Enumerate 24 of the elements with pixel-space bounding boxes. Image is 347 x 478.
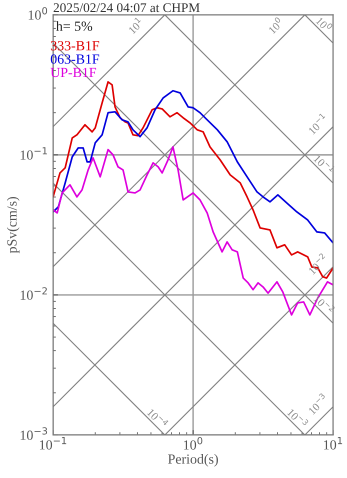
annotation: 10$^{−4}$ — [146, 406, 169, 429]
annotation: 10$^{−3}$ — [286, 406, 309, 429]
annotation: 10$^{1}$ — [126, 16, 144, 34]
x-tick-label: 10$^{0}$ — [184, 437, 202, 450]
chart-title: 2025/02/24 04:07 at CHPM — [54, 3, 200, 12]
annotation: 10$^{0}$ — [316, 15, 334, 33]
x-tick-label: 10$^{−1}$ — [40, 437, 66, 450]
annotation: 10$^{0}$ — [266, 16, 284, 34]
text: 333-B1F — [50, 41, 100, 50]
annotation: 10$^{−3}$ — [306, 392, 328, 415]
y-tick-label: 10$^{−1}$ — [20, 147, 47, 160]
annotation: 10$^{−2}$ — [313, 292, 336, 315]
text: 063-B1F — [50, 54, 100, 64]
text: UP-B1F — [50, 68, 96, 78]
y-axis-title: pSv(cm/s) — [6, 196, 20, 254]
x-tick-label: 10$^{1}$ — [324, 437, 342, 450]
annotation: h= 5% — [56, 21, 92, 31]
y-tick-label: 10$^{−2}$ — [20, 287, 47, 300]
annotation: 10$^{−1}$ — [306, 112, 328, 135]
annotation: 10$^{−2}$ — [306, 252, 328, 275]
y-tick-label: 10$^{−3}$ — [20, 427, 48, 440]
annotation: 10$^{−1}$ — [313, 152, 336, 175]
y-tick-label: 10$^{0}$ — [28, 7, 48, 20]
x-axis-title: Period(s) — [168, 454, 218, 467]
